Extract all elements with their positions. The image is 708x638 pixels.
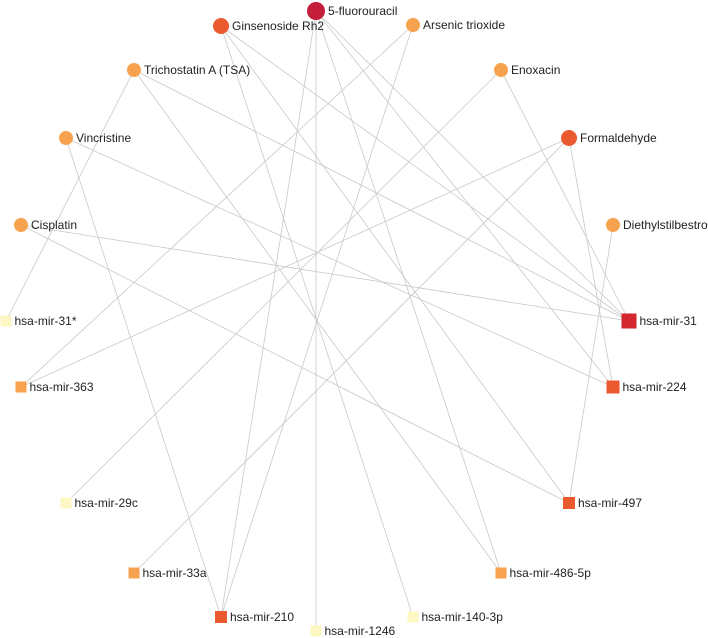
mirna-node-hsa-mir-140-3p[interactable] [407,611,419,623]
edge-ginsenoside-rh2-to-hsa-mir-497 [220,25,570,504]
mirna-node-hsa-mir-486-5p[interactable] [495,567,507,579]
drug-label-formaldehyde: Formaldehyde [580,131,657,145]
mirna-label-hsa-mir-33a: hsa-mir-33a [143,566,207,580]
mirna-node-hsa-mir-497[interactable] [563,497,575,509]
drug-label-enoxacin: Enoxacin [511,63,560,77]
mirna-node-hsa-mir-1246[interactable] [310,625,322,637]
mirna-node-hsa-mir-33a[interactable] [128,567,140,579]
drug-node-formaldehyde[interactable] [561,130,577,146]
mirna-node-hsa-mir-31[interactable] [0,315,12,327]
edge-cisplatin-to-hsa-mir-497 [20,224,570,504]
edge-5-fluorouracil-to-hsa-mir-31 [315,10,630,322]
drug-node-ginsenoside-rh2[interactable] [213,18,229,34]
mirna-label-hsa-mir-486-5p: hsa-mir-486-5p [510,566,592,580]
edge-ginsenoside-rh2-to-hsa-mir-31 [220,25,630,322]
edge-trichostatin-a-tsa-to-hsa-mir-31 [133,69,630,322]
edge-vincristine-to-hsa-mir-210 [65,137,222,618]
nodes-layer [0,2,637,637]
edge-formaldehyde-to-hsa-mir-33a [133,137,570,574]
drug-label-arsenic-trioxide: Arsenic trioxide [423,18,505,32]
drug-node-5-fluorouracil[interactable] [307,2,325,20]
mirna-node-hsa-mir-210[interactable] [215,611,227,623]
edges-layer [5,10,630,631]
edge-5-fluorouracil-to-hsa-mir-224 [315,10,614,388]
drug-label-vincristine: Vincristine [76,131,131,145]
edge-5-fluorouracil-to-hsa-mir-486-5p [315,10,502,574]
mirna-label-hsa-mir-140-3p: hsa-mir-140-3p [422,610,504,624]
edge-enoxacin-to-hsa-mir-29c [65,69,502,504]
drug-node-cisplatin[interactable] [14,218,28,232]
drug-node-arsenic-trioxide[interactable] [406,18,420,32]
drug-node-enoxacin[interactable] [494,63,508,77]
mirna-label-hsa-mir-29c: hsa-mir-29c [75,496,138,510]
mirna-label-hsa-mir-497: hsa-mir-497 [578,496,642,510]
edge-trichostatin-a-tsa-to-hsa-mir-31 [5,69,135,322]
edge-5-fluorouracil-to-hsa-mir-210 [220,10,317,618]
edge-trichostatin-a-tsa-to-hsa-mir-486-5p [133,69,502,574]
mirna-label-hsa-mir-363: hsa-mir-363 [30,380,94,394]
drug-node-trichostatin-a-tsa[interactable] [127,63,141,77]
mirna-node-hsa-mir-31[interactable] [621,313,637,329]
mirna-label-hsa-mir-31: hsa-mir-31 [640,314,698,328]
edge-enoxacin-to-hsa-mir-31 [500,69,630,322]
drug-label-diethylstilbestrol: Diethylstilbestrol [623,218,708,232]
drug-label-trichostatin-a-tsa: Trichostatin A (TSA) [144,63,250,77]
mirna-node-hsa-mir-224[interactable] [606,380,620,394]
mirna-label-hsa-mir-1246: hsa-mir-1246 [325,624,396,638]
edge-arsenic-trioxide-to-hsa-mir-363 [20,24,414,388]
drug-label-cisplatin: Cisplatin [31,218,77,232]
drug-label-ginsenoside-rh2: Ginsenoside Rh2 [232,19,324,33]
edge-cisplatin-to-hsa-mir-31 [20,224,630,322]
drug-node-diethylstilbestrol[interactable] [606,218,620,232]
edge-formaldehyde-to-hsa-mir-224 [568,137,614,388]
mirna-node-hsa-mir-363[interactable] [15,381,27,393]
labels-layer: 5-fluorouracil Ginsenoside Rh2 Arsenic tri… [15,4,708,638]
drug-label-5-fluorouracil: 5-fluorouracil [328,4,397,18]
edge-vincristine-to-hsa-mir-224 [65,137,614,388]
mirna-label-hsa-mir-210: hsa-mir-210 [230,610,294,624]
mirna-label-hsa-mir-224: hsa-mir-224 [623,380,687,394]
mirna-node-hsa-mir-29c[interactable] [60,497,72,509]
edge-diethylstilbestrol-to-hsa-mir-497 [568,224,614,504]
drug-node-vincristine[interactable] [59,131,73,145]
edge-formaldehyde-to-hsa-mir-363 [20,137,570,388]
mirna-label-hsa-mir-31: hsa-mir-31* [15,314,77,328]
